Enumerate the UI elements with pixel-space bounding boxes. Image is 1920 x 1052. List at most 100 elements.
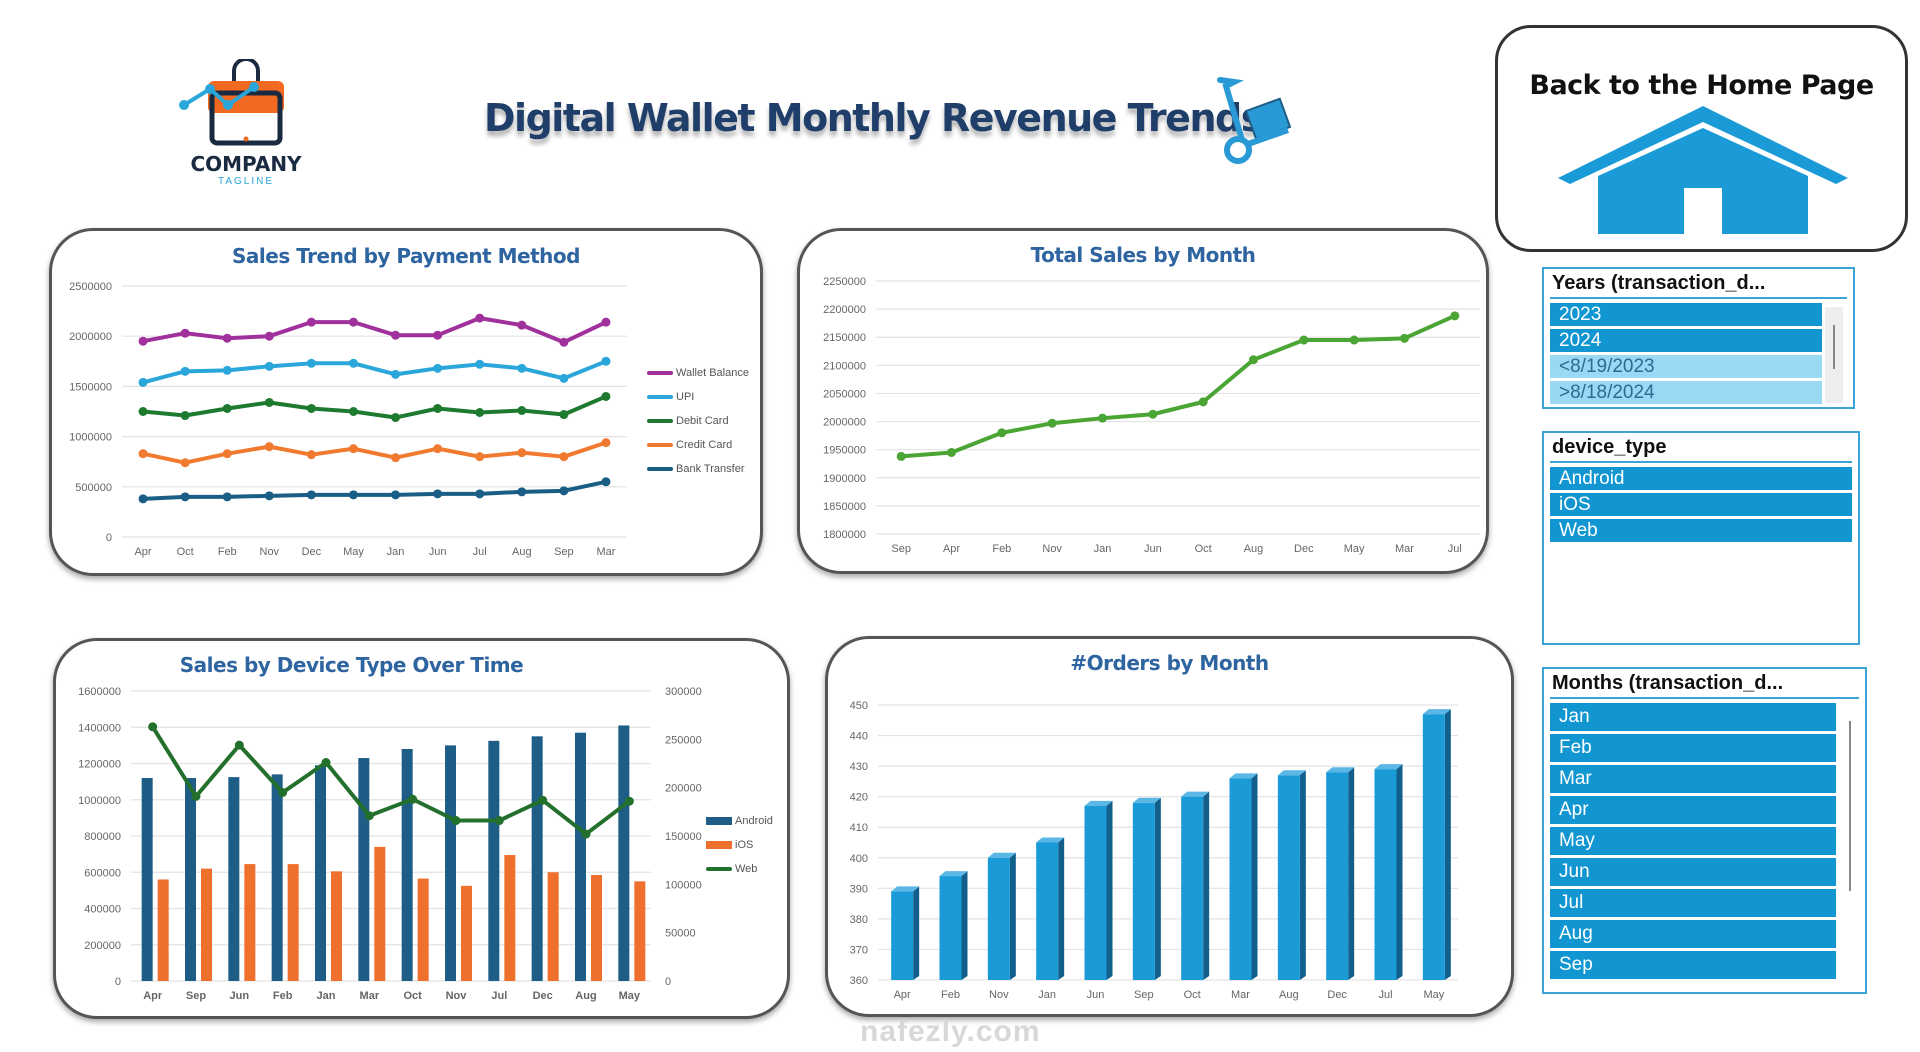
- data-point: [222, 449, 232, 459]
- bar-ios: [547, 872, 559, 981]
- bar-android: [445, 745, 456, 981]
- bar-android: [531, 736, 543, 981]
- data-point: [391, 413, 401, 423]
- data-point: [433, 444, 443, 454]
- bar-top: [1326, 767, 1355, 773]
- data-point: [191, 791, 201, 801]
- scrollbar[interactable]: [1825, 307, 1843, 403]
- slicer-item-sep[interactable]: Sep: [1550, 951, 1836, 979]
- x-tick-label: Jul: [1378, 989, 1392, 1001]
- data-point: [601, 356, 611, 366]
- x-tick-label: Jan: [387, 546, 405, 558]
- slicer-item-mar[interactable]: Mar: [1550, 765, 1836, 793]
- y-tick-label: 1000000: [78, 795, 121, 807]
- bar-orders: [1229, 778, 1252, 980]
- slicer-item-jan[interactable]: Jan: [1550, 703, 1836, 731]
- slicer-item-8182024[interactable]: >8/18/2024: [1550, 381, 1822, 404]
- y-tick-label: 600000: [84, 867, 121, 879]
- x-tick-label: Aug: [1244, 543, 1264, 555]
- y-tick-label: 2050000: [823, 388, 866, 400]
- data-point: [475, 313, 485, 323]
- legend-swatch: [647, 419, 673, 423]
- data-point: [180, 411, 190, 421]
- bar-android: [618, 725, 630, 981]
- legend-label: Credit Card: [676, 439, 733, 451]
- slicer-item-feb[interactable]: Feb: [1550, 734, 1836, 762]
- y-tick-label: 2150000: [823, 332, 866, 344]
- x-tick-label: Dec: [1294, 543, 1314, 555]
- series-line-total-sales: [901, 314, 1456, 459]
- data-point: [601, 317, 611, 327]
- orders-bar-chart: 360 370 380 390 400 410 420 430 440 450 Apr Feb Nov J…: [850, 700, 1458, 1001]
- y-tick-label: 2250000: [823, 276, 866, 288]
- legend-swatch: [647, 371, 673, 375]
- months-slicer: Months (transaction_d... Jan Feb Mar Apr May…: [1542, 667, 1867, 994]
- back-to-home-button[interactable]: Back to the Home Page: [1495, 25, 1908, 252]
- bar-ios: [287, 864, 299, 981]
- slicer-item-android[interactable]: Android: [1550, 467, 1852, 490]
- data-point: [222, 403, 232, 413]
- y-tick-label: 500000: [75, 482, 112, 494]
- y-tick-label: 0: [106, 532, 112, 544]
- slicer-item-8192023[interactable]: <8/19/2023: [1550, 355, 1822, 378]
- bar-top: [939, 871, 968, 877]
- legend-label: Debit Card: [676, 415, 729, 427]
- logo-tagline: TAGLINE: [217, 176, 275, 187]
- x-tick-label: Jul: [1448, 543, 1462, 555]
- slicer-item-web[interactable]: Web: [1550, 519, 1852, 542]
- x-tick-label: Feb: [941, 989, 960, 1001]
- data-point: [180, 328, 190, 338]
- slicer-item-apr[interactable]: Apr: [1550, 796, 1836, 824]
- slicer-item-jun[interactable]: Jun: [1550, 858, 1836, 886]
- slicer-item-aug[interactable]: Aug: [1550, 920, 1836, 948]
- years-slicer: Years (transaction_d... 2023 2024 <8/19/20…: [1542, 267, 1855, 409]
- slicer-title: Months (transaction_d...: [1550, 671, 1859, 699]
- legend-label: UPI: [676, 391, 695, 403]
- data-point: [138, 336, 148, 346]
- slicer-item-2024[interactable]: 2024: [1550, 329, 1822, 352]
- y-tick-label: 360: [850, 975, 868, 987]
- data-point: [451, 816, 461, 826]
- data-point: [896, 451, 906, 461]
- slicer-item-may[interactable]: May: [1550, 827, 1836, 855]
- data-point: [559, 337, 569, 347]
- data-point: [601, 477, 611, 487]
- data-point: [180, 492, 190, 502]
- bar-side: [1058, 837, 1065, 980]
- data-point: [581, 829, 591, 839]
- data-point: [364, 811, 374, 821]
- x-tick-label: Nov: [1042, 543, 1062, 555]
- bar-side: [913, 886, 920, 980]
- bar-orders: [1374, 769, 1397, 980]
- data-point: [997, 428, 1007, 438]
- bar-top: [1132, 797, 1161, 803]
- slicer-item-2023[interactable]: 2023: [1550, 303, 1822, 326]
- page-title: Digital Wallet Monthly Revenue Trends: [484, 96, 1263, 140]
- data-point: [264, 397, 274, 407]
- data-point: [264, 361, 274, 371]
- data-point: [559, 452, 569, 462]
- data-point: [222, 492, 232, 502]
- data-point: [138, 377, 148, 387]
- data-point: [1450, 311, 1460, 321]
- slicer-item-ios[interactable]: iOS: [1550, 493, 1852, 516]
- data-point: [559, 410, 569, 420]
- bar-top: [987, 852, 1016, 858]
- x-tick-label: Apr: [134, 546, 151, 558]
- y-tick-label: 2200000: [823, 304, 866, 316]
- chart-legend: Wallet Balance UPI Debit Card Credit Card Ba…: [647, 361, 749, 481]
- x-tick-label: Jan: [317, 990, 336, 1002]
- data-point: [348, 358, 358, 368]
- legend-item: Wallet Balance: [647, 361, 749, 385]
- data-point: [517, 448, 527, 458]
- bar-orders: [1326, 772, 1349, 980]
- x-tick-label: Feb: [273, 990, 293, 1002]
- slicer-item-jul[interactable]: Jul: [1550, 889, 1836, 917]
- scrollbar[interactable]: [1841, 707, 1859, 992]
- x-tick-label: Sep: [186, 990, 206, 1002]
- bar-side: [1154, 797, 1161, 980]
- data-point: [1349, 335, 1359, 345]
- data-point: [1198, 397, 1208, 407]
- bar-ios: [461, 885, 472, 981]
- x-tick-label: Dec: [1327, 989, 1347, 1001]
